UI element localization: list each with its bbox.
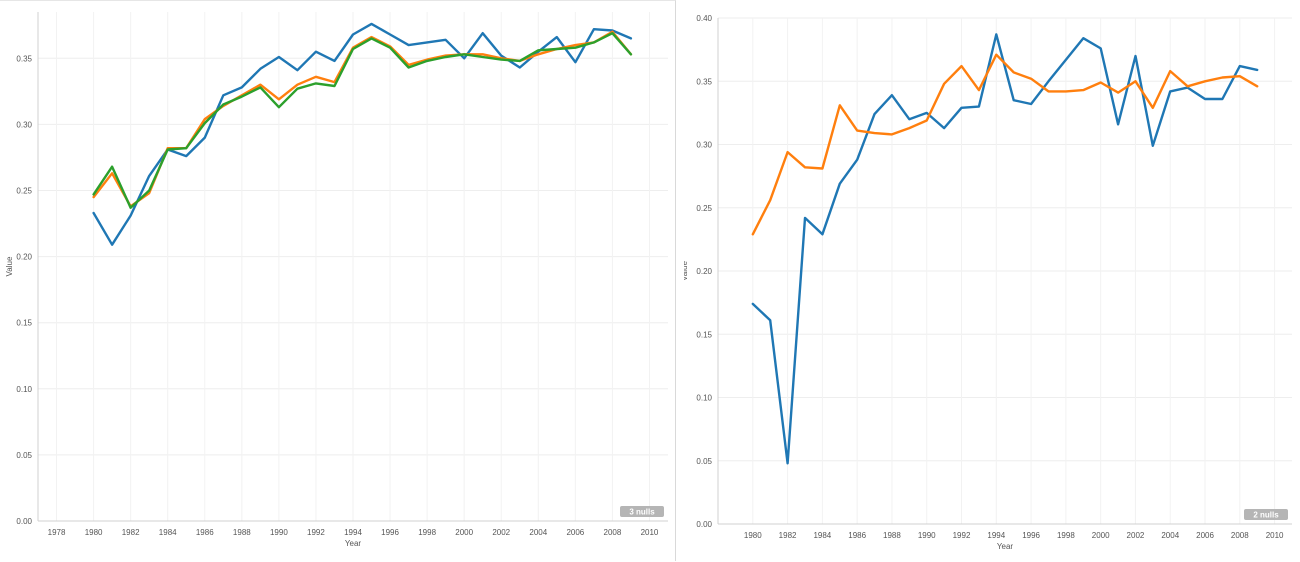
right-y-tick-label: 0.35: [696, 77, 712, 86]
left-series-line-3: [92, 32, 633, 209]
left-y-tick-label: 0.05: [16, 451, 32, 460]
right-x-tick-label: 1992: [953, 531, 971, 540]
right-gridlines: [718, 17, 1292, 525]
left-y-tick-label: 0.00: [16, 517, 32, 526]
right-nulls-badge-label: 2 nulls: [1253, 511, 1279, 520]
left-y-tick-label: 0.30: [16, 120, 32, 129]
left-x-tick-label: 1990: [270, 528, 288, 537]
left-nulls-badge-bg: [620, 506, 664, 517]
right-x-tick-label: 2004: [1161, 531, 1179, 540]
right-series-line-1: [751, 33, 1259, 465]
line-chart-left: 0.00 0.05 0.10 0.15 0.20 0.25 0.30 0.35 1978 1980…: [5, 12, 668, 548]
right-nulls-badge[interactable]: 2 nulls: [1244, 509, 1288, 520]
right-x-tick-label: 2006: [1196, 531, 1214, 540]
right-x-tick-label: 1986: [848, 531, 866, 540]
left-x-tick-label: 1986: [196, 528, 214, 537]
left-y-tick-label: 0.10: [16, 385, 32, 394]
left-x-tick-label: 1978: [48, 528, 66, 537]
right-x-axis-title: Year: [997, 542, 1014, 551]
left-x-tick-label: 1984: [159, 528, 177, 537]
left-x-tick-label: 1994: [344, 528, 362, 537]
right-x-tick-label: 1980: [744, 531, 762, 540]
right-y-tick-label: 0.25: [696, 204, 712, 213]
panel-divider: [677, 0, 684, 561]
right-y-tick-label: 0.40: [696, 14, 712, 23]
right-x-tick-label: 1984: [813, 531, 831, 540]
right-x-tick-label: 1998: [1057, 531, 1075, 540]
left-x-tick-label: 2002: [492, 528, 510, 537]
left-nulls-badge[interactable]: 3 nulls: [620, 506, 664, 517]
left-x-tick-label: 2000: [455, 528, 473, 537]
left-y-tick-label: 0.35: [16, 54, 32, 63]
right-x-tick-label: 1988: [883, 531, 901, 540]
right-y-tick-label: 0.05: [696, 457, 712, 466]
left-x-tick-label: 2004: [529, 528, 547, 537]
left-y-tick-label: 0.20: [16, 253, 32, 262]
left-x-tick-label: 2006: [566, 528, 584, 537]
right-x-tick-label: 2010: [1266, 531, 1284, 540]
right-x-tick-label: 2002: [1127, 531, 1145, 540]
left-x-tick-label: 1996: [381, 528, 399, 537]
left-gridlines: [38, 12, 668, 522]
left-x-tick-label: 1982: [122, 528, 140, 537]
left-x-tick-label: 1980: [85, 528, 103, 537]
right-nulls-badge-bg: [1244, 509, 1288, 520]
right-x-tick-label: 1996: [1022, 531, 1040, 540]
left-x-tick-label: 1992: [307, 528, 325, 537]
left-x-tick-label: 2008: [604, 528, 622, 537]
right-y-tick-label: 0.30: [696, 141, 712, 150]
right-y-tick-label: 0.10: [696, 394, 712, 403]
left-y-tick-label: 0.25: [16, 186, 32, 195]
left-x-axis-title: Year: [345, 539, 362, 548]
right-x-tick-label: 2008: [1231, 531, 1249, 540]
right-x-tick-label: 1982: [779, 531, 797, 540]
left-nulls-badge-label: 3 nulls: [629, 508, 655, 517]
right-x-tick-label: 1994: [987, 531, 1005, 540]
left-x-tick-label: 1988: [233, 528, 251, 537]
chart-panel-left: 0.00 0.05 0.10 0.15 0.20 0.25 0.30 0.35 1978 1980…: [0, 0, 676, 561]
right-series-line-2: [751, 53, 1259, 236]
right-y-axis-title: Value: [684, 261, 689, 281]
right-y-tick-label: 0.00: [696, 520, 712, 529]
right-y-tick-label: 0.15: [696, 330, 712, 339]
left-x-tick-label: 1998: [418, 528, 436, 537]
right-x-tick-label: 1990: [918, 531, 936, 540]
right-y-tick-label: 0.20: [696, 267, 712, 276]
left-y-axis-title: Value: [5, 256, 14, 276]
left-y-tick-label: 0.15: [16, 319, 32, 328]
line-chart-right: 0.00 0.05 0.10 0.15 0.20 0.25 0.30 0.35 0.40 1980…: [684, 14, 1292, 551]
left-x-tick-label: 2010: [641, 528, 659, 537]
right-x-tick-label: 2000: [1092, 531, 1110, 540]
chart-panel-right: 0.00 0.05 0.10 0.15 0.20 0.25 0.30 0.35 0.40 1980…: [684, 0, 1300, 561]
left-series-line-1: [92, 22, 633, 246]
